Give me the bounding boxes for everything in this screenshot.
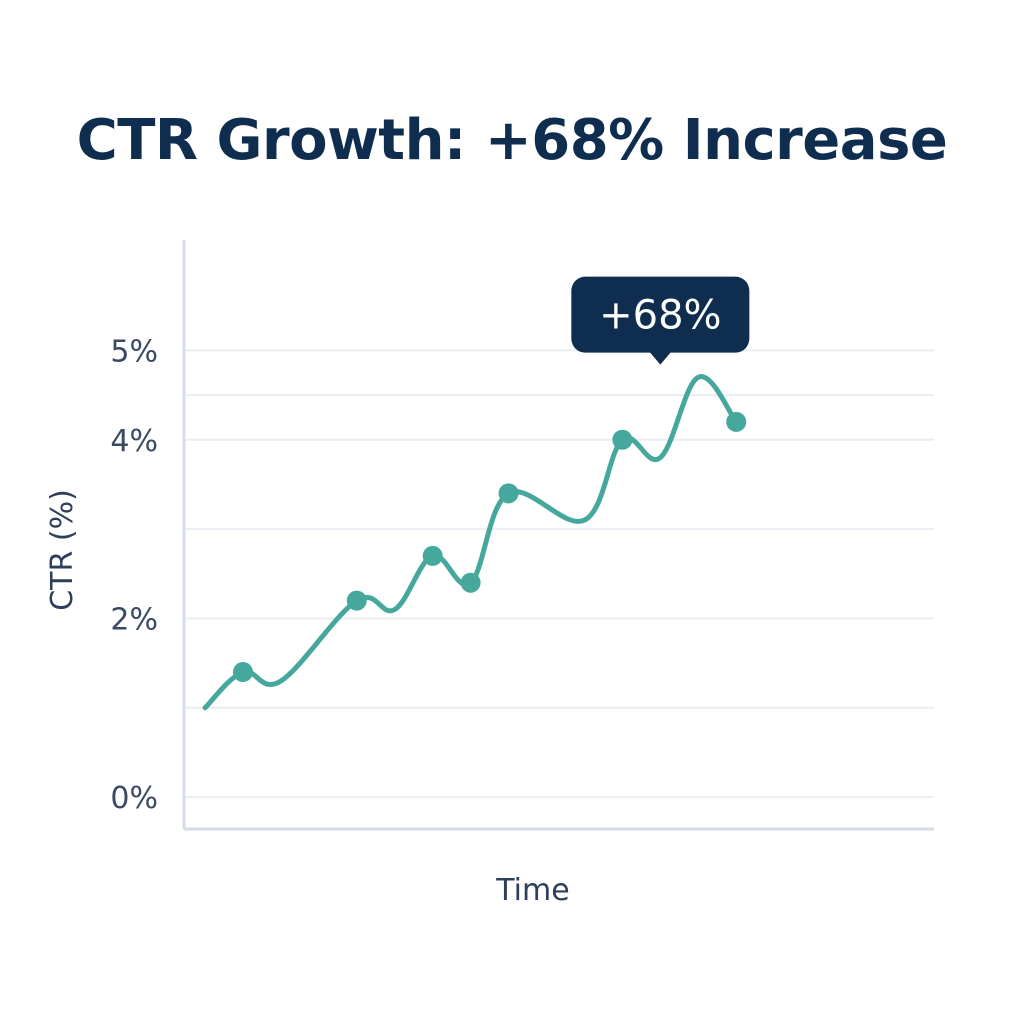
annotation-callout: +68%	[571, 276, 750, 365]
data-point	[498, 483, 519, 504]
y-tick-label: 5%	[110, 334, 158, 369]
axes	[182, 240, 934, 831]
chart-title: CTR Growth: +68% Increase	[76, 108, 948, 173]
y-axis-title: CTR (%)	[45, 489, 80, 611]
data-point	[612, 429, 633, 450]
series-line	[202, 374, 739, 711]
y-tick-label: 4%	[110, 424, 158, 459]
y-tick-labels: 0% 2% 4% 5%	[110, 334, 158, 816]
data-point	[232, 662, 253, 683]
callout-pointer	[649, 351, 672, 365]
data-point	[460, 572, 481, 593]
series-group	[202, 374, 747, 711]
data-point	[422, 545, 443, 566]
y-tick-label: 2%	[110, 602, 158, 637]
x-axis-title: Time	[495, 873, 569, 908]
data-point	[726, 411, 747, 432]
y-tick-label: 0%	[110, 781, 158, 816]
callout-label: +68%	[599, 293, 721, 339]
grid-lines	[184, 349, 934, 799]
data-point	[346, 590, 367, 611]
callout-box	[571, 276, 750, 353]
